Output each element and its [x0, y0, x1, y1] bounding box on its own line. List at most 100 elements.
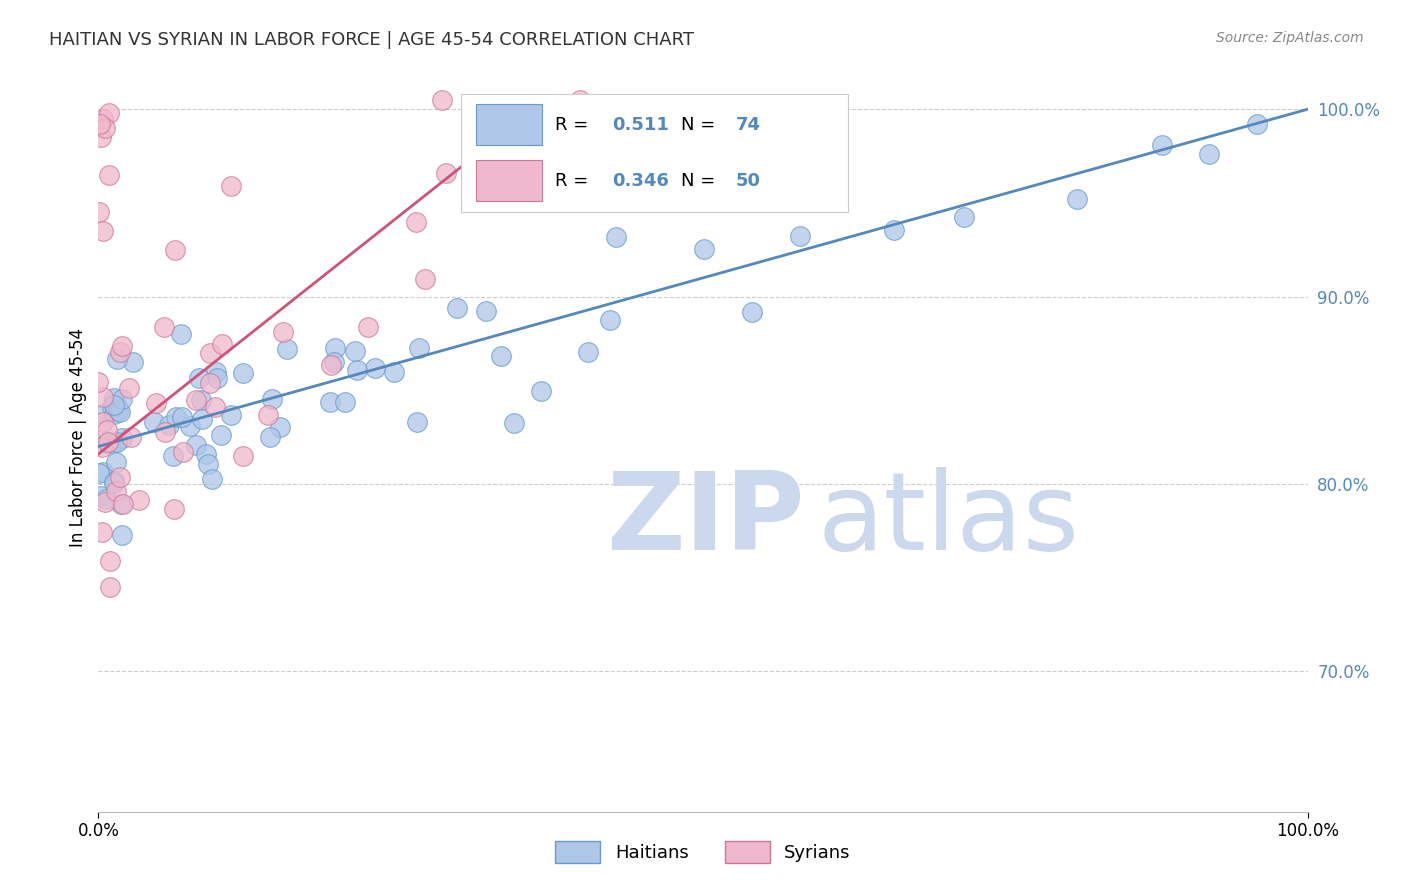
Point: [111, 339, 134, 353]
Point: [165, 410, 187, 425]
Point: [108, 470, 131, 484]
Point: [408, 341, 430, 355]
Text: ZIP: ZIP: [606, 467, 804, 573]
Point: [111, 431, 134, 445]
Point: [94, 436, 117, 450]
Point: [104, 484, 127, 499]
Point: [107, 351, 129, 366]
Point: [145, 396, 167, 410]
Point: [232, 366, 254, 380]
Point: [94, 120, 117, 135]
Point: [128, 493, 150, 508]
Point: [169, 327, 191, 342]
Point: [103, 476, 125, 491]
FancyBboxPatch shape: [475, 103, 543, 145]
Point: [475, 303, 498, 318]
Point: [503, 417, 526, 431]
Point: [120, 430, 142, 444]
Point: [186, 393, 208, 408]
Point: [209, 428, 232, 442]
Point: [105, 435, 128, 450]
Point: [1198, 147, 1220, 161]
Point: [157, 417, 180, 432]
Point: [103, 408, 125, 422]
Text: atlas: atlas: [818, 467, 1080, 573]
Point: [257, 408, 280, 422]
Point: [142, 415, 165, 429]
Point: [118, 381, 141, 395]
Point: [1246, 117, 1268, 131]
Text: Source: ZipAtlas.com: Source: ZipAtlas.com: [1216, 31, 1364, 45]
Point: [499, 184, 522, 198]
Point: [413, 272, 436, 286]
Text: 74: 74: [735, 116, 761, 134]
Point: [190, 393, 212, 408]
Point: [200, 345, 222, 359]
Point: [103, 398, 125, 412]
Point: [205, 371, 228, 385]
Point: [194, 447, 217, 461]
Text: 0.346: 0.346: [613, 172, 669, 190]
Point: [108, 344, 131, 359]
Point: [103, 391, 125, 405]
Point: [883, 223, 905, 237]
Point: [1066, 192, 1088, 206]
Point: [163, 501, 186, 516]
Point: [153, 320, 176, 334]
Point: [90, 489, 112, 503]
Point: [526, 131, 548, 145]
Point: [110, 497, 132, 511]
Text: R =: R =: [555, 116, 595, 134]
Point: [91, 390, 114, 404]
Point: [91, 415, 114, 429]
Point: [269, 419, 291, 434]
Point: [741, 305, 763, 319]
Point: [319, 358, 342, 372]
Point: [162, 449, 184, 463]
Point: [98, 580, 121, 594]
Point: [219, 408, 242, 422]
Point: [101, 400, 124, 414]
Point: [89, 117, 111, 131]
Point: [104, 455, 127, 469]
Point: [94, 495, 117, 509]
Point: [952, 210, 974, 224]
Point: [323, 355, 346, 369]
Point: [101, 435, 124, 450]
Point: [446, 301, 468, 315]
Point: [530, 384, 553, 398]
Point: [204, 365, 226, 379]
Point: [356, 320, 378, 334]
Point: [91, 407, 114, 421]
Point: [605, 229, 627, 244]
Point: [232, 450, 254, 464]
Point: [98, 554, 121, 568]
Point: [87, 205, 110, 219]
Text: N =: N =: [682, 172, 721, 190]
Text: 0.511: 0.511: [613, 116, 669, 134]
Point: [432, 93, 454, 107]
Point: [87, 375, 110, 389]
Point: [364, 361, 387, 376]
Point: [211, 336, 233, 351]
Point: [569, 93, 592, 107]
Point: [172, 409, 194, 424]
Point: [188, 371, 211, 385]
Legend: Haitians, Syrians: Haitians, Syrians: [548, 834, 858, 870]
Point: [405, 215, 427, 229]
Point: [204, 400, 226, 414]
Point: [107, 404, 129, 418]
Point: [191, 412, 214, 426]
Point: [179, 418, 201, 433]
Point: [112, 497, 135, 511]
Point: [105, 399, 128, 413]
Point: [165, 243, 187, 257]
Point: [97, 435, 120, 450]
Text: HAITIAN VS SYRIAN IN LABOR FORCE | AGE 45-54 CORRELATION CHART: HAITIAN VS SYRIAN IN LABOR FORCE | AGE 4…: [49, 31, 695, 49]
Point: [122, 354, 145, 368]
Point: [103, 475, 125, 489]
Point: [219, 178, 242, 193]
Point: [323, 341, 346, 355]
Point: [262, 392, 284, 407]
FancyBboxPatch shape: [475, 160, 543, 201]
